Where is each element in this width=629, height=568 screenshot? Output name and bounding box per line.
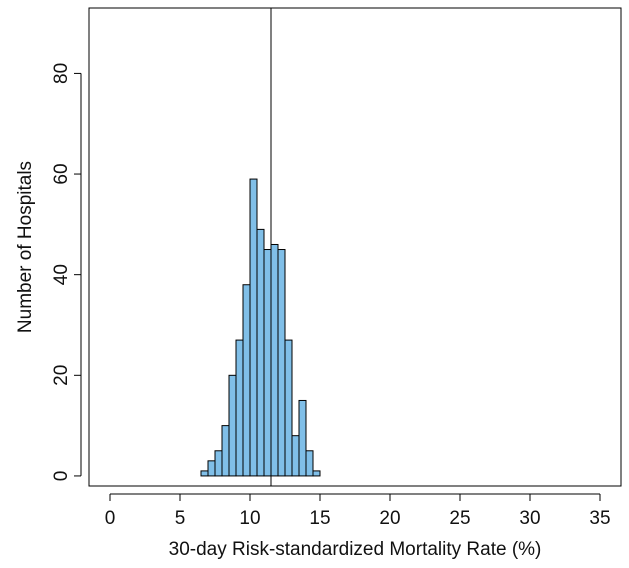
histogram-bar — [200, 470, 209, 477]
histogram-bar — [228, 374, 237, 477]
x-tick-label: 20 — [379, 508, 400, 529]
histogram-bar — [277, 249, 286, 477]
plot-frame — [88, 7, 622, 487]
x-tick-label: 0 — [105, 508, 116, 529]
histogram-bar — [221, 425, 230, 477]
y-tick-label: 40 — [51, 264, 72, 285]
y-tick-label: 20 — [51, 365, 72, 386]
y-tick-label: 60 — [51, 163, 72, 184]
histogram-bar — [249, 178, 258, 477]
y-axis-label: Number of Hospitals — [15, 161, 36, 333]
histogram-bar — [312, 470, 321, 477]
histogram-bar — [263, 249, 272, 477]
x-tick-label: 5 — [175, 508, 186, 529]
histogram-bar — [242, 284, 251, 477]
y-axis: 0 20 40 60 80 — [51, 63, 82, 482]
histogram-bar — [235, 339, 244, 477]
histogram-bar — [284, 339, 293, 477]
histogram-bar — [298, 399, 307, 477]
histogram-bar — [270, 243, 279, 477]
y-tick-label: 0 — [51, 471, 72, 482]
histogram-bar — [207, 460, 216, 477]
histogram-bar — [291, 435, 300, 477]
y-tick-label: 80 — [51, 63, 72, 84]
x-tick-label: 25 — [449, 508, 470, 529]
histogram-bar — [256, 228, 265, 477]
histogram-bars — [200, 178, 321, 477]
x-axis-label: 30-day Risk-standardized Mortality Rate … — [169, 539, 542, 560]
histogram-bar — [214, 450, 223, 477]
x-tick-label: 35 — [589, 508, 610, 529]
x-tick-label: 15 — [309, 508, 330, 529]
x-axis: 0 5 10 15 20 25 30 35 — [105, 493, 611, 529]
x-tick-label: 30 — [519, 508, 540, 529]
x-tick-label: 10 — [239, 508, 260, 529]
histogram-bar — [305, 450, 314, 477]
